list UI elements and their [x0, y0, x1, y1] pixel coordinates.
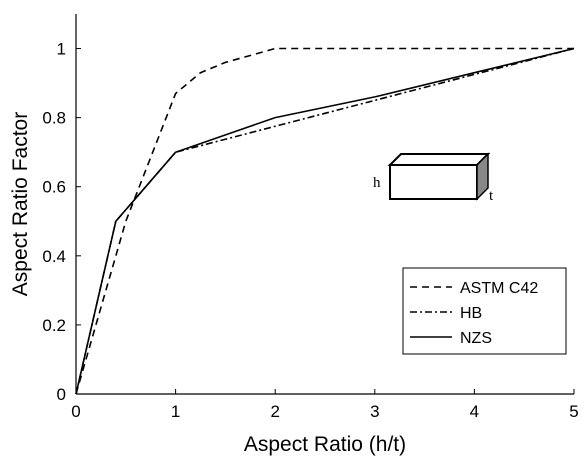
inset-thickness-label: t [489, 188, 494, 204]
legend-entries: ASTM C42 HB NZS [410, 280, 538, 347]
y-axis-title: Aspect Ratio Factor [9, 112, 32, 296]
brick-top-face [387, 153, 491, 166]
x-axis-title: Aspect Ratio (h/t) [244, 433, 406, 456]
legend-label: NZS [460, 330, 492, 347]
brick-side-face [476, 152, 489, 201]
y-tick-label: 0.2 [42, 316, 66, 335]
x-tick-label: 3 [370, 402, 379, 421]
inset-height-label: h [373, 175, 381, 191]
legend: ASTM C42 HB NZS [402, 267, 567, 355]
series-line-nzs [75, 47, 575, 395]
inset-brick-diagram: h t [373, 152, 494, 204]
y-tick-label: 1 [57, 40, 66, 59]
y-tick-label: 0.4 [42, 247, 66, 266]
legend-label: HB [460, 305, 482, 322]
x-tick-label: 2 [270, 402, 279, 421]
y-ticks: 0 0.2 0.4 0.6 0.8 1 [42, 40, 81, 404]
series-layer [75, 47, 575, 395]
legend-box [402, 267, 567, 355]
y-tick-label: 0.6 [42, 178, 66, 197]
x-tick-label: 4 [470, 402, 479, 421]
brick-front-face [389, 164, 478, 200]
y-tick-label: 0.8 [42, 109, 66, 128]
y-tick-label: 0 [57, 385, 66, 404]
legend-label: ASTM C42 [460, 280, 538, 297]
x-tick-label: 5 [569, 402, 578, 421]
x-tick-label: 0 [71, 402, 80, 421]
plot-frame [75, 14, 574, 395]
series-line-astm-c42 [75, 47, 574, 395]
x-tick-label: 1 [171, 402, 180, 421]
